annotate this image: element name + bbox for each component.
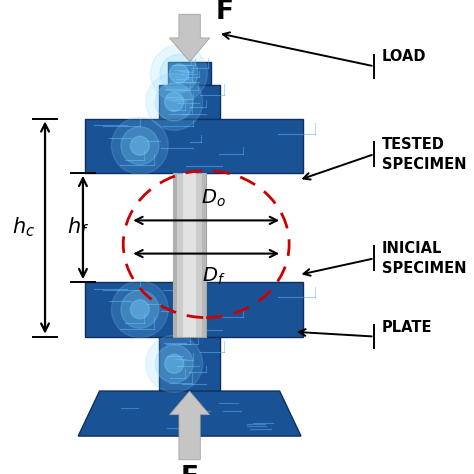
Text: $h_f$: $h_f$ <box>67 216 89 239</box>
Circle shape <box>130 137 149 155</box>
Text: SPECIMEN: SPECIMEN <box>382 157 466 172</box>
Bar <box>202 173 206 337</box>
Circle shape <box>146 73 203 130</box>
Circle shape <box>155 345 193 383</box>
Text: $D_f$: $D_f$ <box>201 265 225 287</box>
Bar <box>183 173 196 337</box>
Circle shape <box>151 45 207 102</box>
Text: F: F <box>216 0 234 25</box>
Circle shape <box>111 118 168 174</box>
FancyArrow shape <box>170 14 210 62</box>
Circle shape <box>111 281 168 338</box>
Text: $D_o$: $D_o$ <box>201 187 226 209</box>
Bar <box>168 62 211 85</box>
Text: SPECIMEN: SPECIMEN <box>382 261 466 276</box>
Text: F: F <box>181 465 199 474</box>
Circle shape <box>165 92 184 111</box>
Bar <box>159 85 220 118</box>
Circle shape <box>165 355 184 374</box>
Text: INICIAL: INICIAL <box>382 241 442 256</box>
FancyArrow shape <box>170 391 210 460</box>
Circle shape <box>146 336 203 392</box>
Text: LOAD: LOAD <box>382 49 426 64</box>
Text: PLATE: PLATE <box>382 319 432 335</box>
Circle shape <box>170 64 188 83</box>
Circle shape <box>121 290 159 328</box>
Circle shape <box>155 83 193 121</box>
Bar <box>173 173 177 337</box>
Text: TESTED: TESTED <box>382 137 445 152</box>
Bar <box>173 173 206 337</box>
Polygon shape <box>78 391 301 436</box>
Text: $h_c$: $h_c$ <box>12 216 35 239</box>
Bar <box>85 118 303 173</box>
Circle shape <box>130 300 149 319</box>
Circle shape <box>160 55 198 92</box>
Bar <box>85 282 303 337</box>
Circle shape <box>121 127 159 165</box>
Bar <box>159 337 220 391</box>
